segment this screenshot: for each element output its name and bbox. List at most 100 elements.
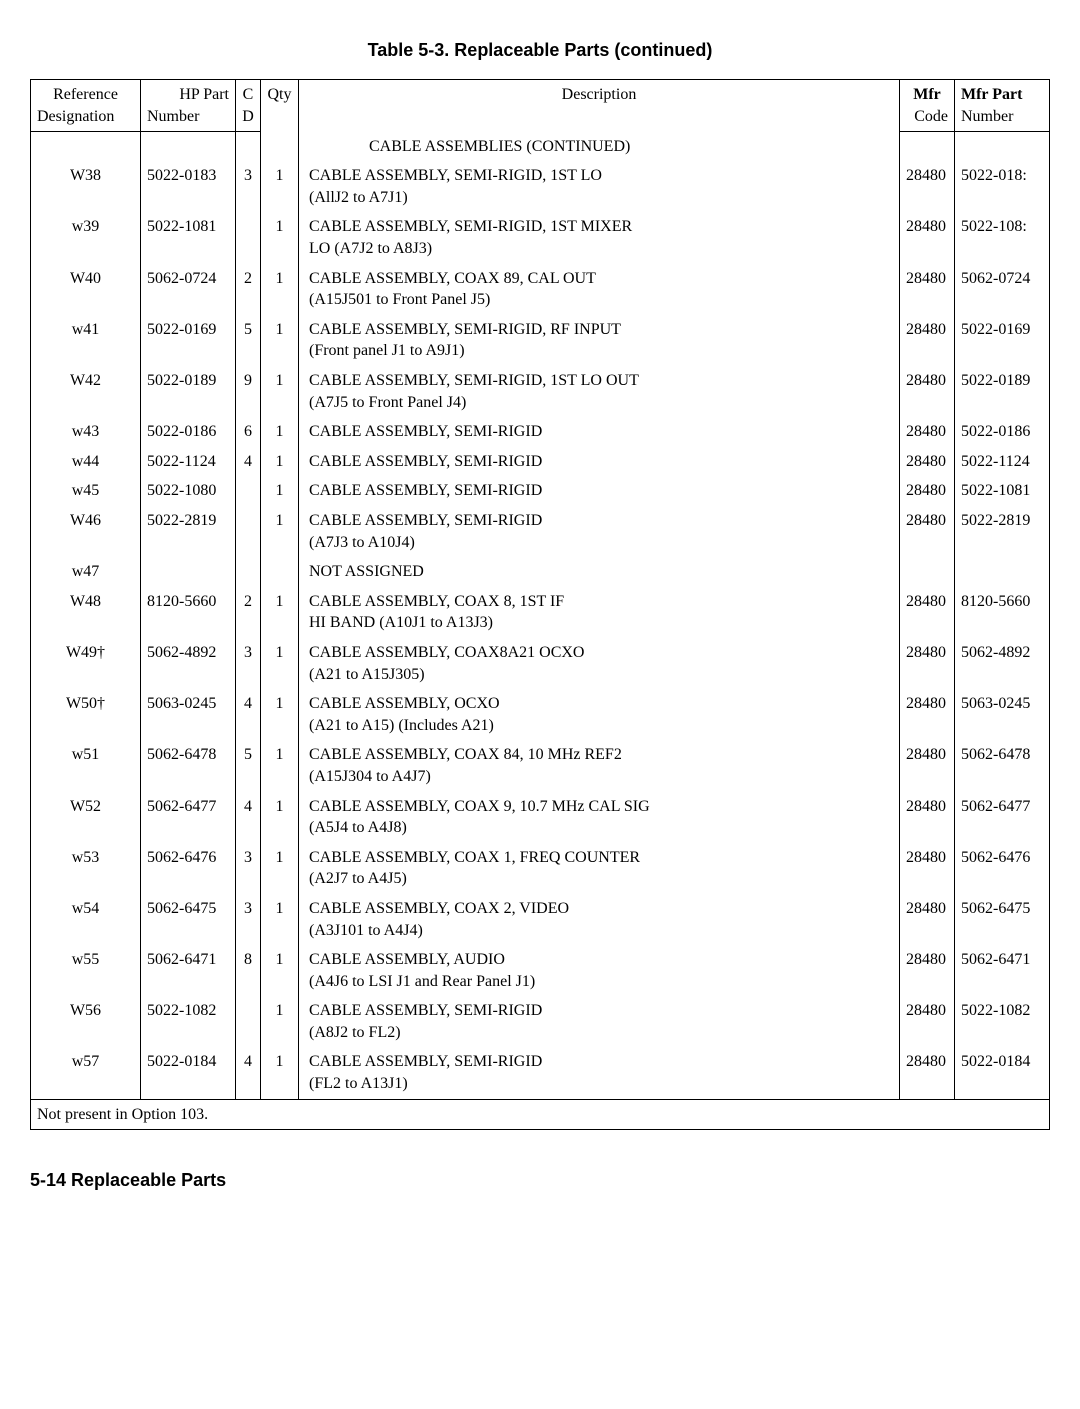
cell-part: 5022-1082 (141, 996, 236, 1047)
cell-cd: 4 (236, 447, 261, 477)
cell-desc: CABLE ASSEMBLY, OCXO(A21 to A15) (Includ… (299, 689, 900, 740)
cell-ref: w55 (31, 945, 141, 996)
cell-ref: w57 (31, 1047, 141, 1099)
cell-mpart: 8120-5660 (955, 587, 1050, 638)
table-row: w415022-016951CABLE ASSEMBLY, SEMI-RIGID… (31, 315, 1050, 366)
cell-part: 5063-0245 (141, 689, 236, 740)
cell-cd: 3 (236, 894, 261, 945)
cell-ref: W40 (31, 264, 141, 315)
table-row: w545062-647531CABLE ASSEMBLY, COAX 2, VI… (31, 894, 1050, 945)
cell-ref: W50† (31, 689, 141, 740)
table-row: w47NOT ASSIGNED (31, 557, 1050, 587)
cell-qty: 1 (261, 945, 299, 996)
cell-desc: CABLE ASSEMBLY, COAX 2, VIDEO(A3J101 to … (299, 894, 900, 945)
cell-ref: W56 (31, 996, 141, 1047)
cell-desc: CABLE ASSEMBLY, COAX 1, FREQ COUNTER(A2J… (299, 843, 900, 894)
cell-mcode: 28480 (900, 476, 955, 506)
cell-mpart: 5062-6478 (955, 740, 1050, 791)
table-row: w455022-1080 1CABLE ASSEMBLY, SEMI-RIGID2… (31, 476, 1050, 506)
cell-ref: W49† (31, 638, 141, 689)
cell-cd (236, 996, 261, 1047)
cell-desc: CABLE ASSEMBLY, SEMI-RIGID (299, 417, 900, 447)
cell-ref: w45 (31, 476, 141, 506)
cell-mcode: 28480 (900, 506, 955, 557)
cell-mcode: 28480 (900, 417, 955, 447)
cell-qty: 1 (261, 894, 299, 945)
cell-qty: 1 (261, 792, 299, 843)
hdr-mpart-bot: Number (955, 106, 1050, 132)
cell-cd: 4 (236, 792, 261, 843)
cell-qty: 1 (261, 476, 299, 506)
cell-cd (236, 557, 261, 587)
cell-qty: 1 (261, 447, 299, 477)
cell-part: 5022-2819 (141, 506, 236, 557)
hdr-mcode-bot: Code (900, 106, 955, 132)
cell-part: 5022-1080 (141, 476, 236, 506)
cell-cd: 6 (236, 417, 261, 447)
table-row: w575022-018441CABLE ASSEMBLY, SEMI-RIGID… (31, 1047, 1050, 1099)
cell-qty: 1 (261, 587, 299, 638)
cell-desc: CABLE ASSEMBLIES (CONTINUED) (299, 132, 900, 162)
cell-qty (261, 557, 299, 587)
cell-qty: 1 (261, 212, 299, 263)
cell-mpart: 5022-2819 (955, 506, 1050, 557)
cell-mpart: 5062-0724 (955, 264, 1050, 315)
cell-desc: CABLE ASSEMBLY, SEMI-RIGID (299, 447, 900, 477)
cell-desc: CABLE ASSEMBLY, AUDIO(A4J6 to LSI J1 and… (299, 945, 900, 996)
cell-mcode: 28480 (900, 689, 955, 740)
cell-desc: CABLE ASSEMBLY, SEMI-RIGID(A8J2 to FL2) (299, 996, 900, 1047)
cell-part (141, 557, 236, 587)
cell-cd: 5 (236, 315, 261, 366)
cell-qty: 1 (261, 161, 299, 212)
table-row: W525062-647741CABLE ASSEMBLY, COAX 9, 10… (31, 792, 1050, 843)
cell-part: 5022-0183 (141, 161, 236, 212)
cell-mpart: 5062-6475 (955, 894, 1050, 945)
cell-cd: 3 (236, 161, 261, 212)
cell-desc: CABLE ASSEMBLY, SEMI-RIGID(A7J3 to A10J4… (299, 506, 900, 557)
hdr-ref-bot: Designation (31, 106, 141, 132)
cell-mpart: 5022-0189 (955, 366, 1050, 417)
hdr-part-bot: Number (141, 106, 236, 132)
cell-ref: w39 (31, 212, 141, 263)
cell-desc: CABLE ASSEMBLY, SEMI-RIGID(FL2 to A13J1) (299, 1047, 900, 1099)
cell-ref: W52 (31, 792, 141, 843)
cell-desc: CABLE ASSEMBLY, COAX 89, CAL OUT(A15J501… (299, 264, 900, 315)
cell-part: 5062-6471 (141, 945, 236, 996)
table-row: W405062-072421CABLE ASSEMBLY, COAX 89, C… (31, 264, 1050, 315)
table-row: w555062-647181CABLE ASSEMBLY, AUDIO(A4J6… (31, 945, 1050, 996)
cell-cd: 4 (236, 689, 261, 740)
cell-mcode (900, 557, 955, 587)
cell-qty: 1 (261, 264, 299, 315)
cell-cd (236, 132, 261, 162)
cell-mcode: 28480 (900, 366, 955, 417)
cell-ref: w41 (31, 315, 141, 366)
cell-qty: 1 (261, 366, 299, 417)
cell-cd: 2 (236, 587, 261, 638)
cell-mcode: 28480 (900, 996, 955, 1047)
cell-mpart: 5062-6471 (955, 945, 1050, 996)
cell-desc: NOT ASSIGNED (299, 557, 900, 587)
cell-desc: CABLE ASSEMBLY, COAX 84, 10 MHz REF2(A15… (299, 740, 900, 791)
cell-part: 8120-5660 (141, 587, 236, 638)
cell-mpart: 5022-1082 (955, 996, 1050, 1047)
cell-mcode: 28480 (900, 740, 955, 791)
cell-qty: 1 (261, 740, 299, 791)
cell-mcode: 28480 (900, 315, 955, 366)
table-row: W488120-566021CABLE ASSEMBLY, COAX 8, 1S… (31, 587, 1050, 638)
cell-qty: 1 (261, 689, 299, 740)
cell-mcode: 28480 (900, 212, 955, 263)
cell-part: 5062-0724 (141, 264, 236, 315)
cell-mpart (955, 132, 1050, 162)
cell-desc: CABLE ASSEMBLY, SEMI-RIGID, 1ST MIXERLO … (299, 212, 900, 263)
parts-table: Reference HP Part C Qty Description Mfr … (30, 79, 1050, 1130)
table-row: w515062-647851CABLE ASSEMBLY, COAX 84, 1… (31, 740, 1050, 791)
cell-desc: CABLE ASSEMBLY, SEMI-RIGID (299, 476, 900, 506)
cell-mcode: 28480 (900, 894, 955, 945)
cell-mpart: 5022-1124 (955, 447, 1050, 477)
table-row: W385022-018331CABLE ASSEMBLY, SEMI-RIGID… (31, 161, 1050, 212)
page-title: Table 5-3. Replaceable Parts (continued) (30, 40, 1050, 61)
table-row: w435022-018661CABLE ASSEMBLY, SEMI-RIGID… (31, 417, 1050, 447)
table-row: W565022-10821CABLE ASSEMBLY, SEMI-RIGID(… (31, 996, 1050, 1047)
cell-mpart: 5062-4892 (955, 638, 1050, 689)
cell-qty: 1 (261, 1047, 299, 1099)
